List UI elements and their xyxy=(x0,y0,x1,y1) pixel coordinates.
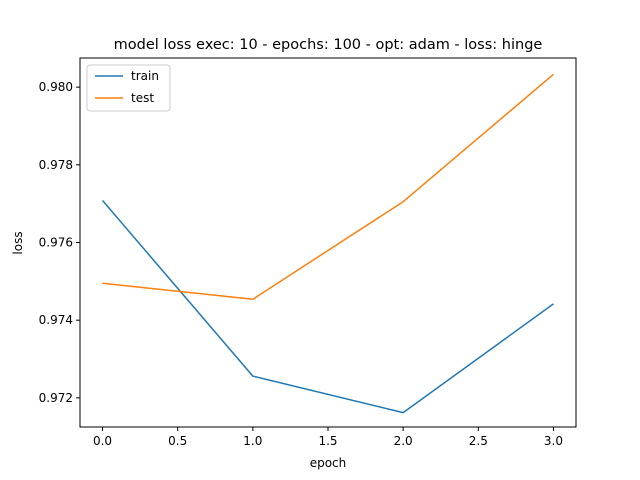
legend: train test xyxy=(86,64,171,112)
x-tick-label: 1.0 xyxy=(243,434,262,448)
y-tick-label: 0.972 xyxy=(39,391,73,405)
x-tick-label: 1.5 xyxy=(318,434,337,448)
chart-title: model loss exec: 10 - epochs: 100 - opt:… xyxy=(114,37,543,53)
legend-label-train: train xyxy=(131,69,159,83)
x-tick-label: 2.5 xyxy=(469,434,488,448)
series-line-test xyxy=(102,73,554,300)
x-tick-label: 0.5 xyxy=(168,434,187,448)
plot-frame xyxy=(79,57,577,428)
x-tick-label: 3.0 xyxy=(544,434,563,448)
y-tick-label: 0.974 xyxy=(39,313,73,327)
x-axis-label: epoch xyxy=(310,456,347,470)
y-tick-label: 0.980 xyxy=(39,80,73,94)
legend-label-test: test xyxy=(131,91,154,105)
y-tick-label: 0.978 xyxy=(39,158,73,172)
y-tick-label: 0.976 xyxy=(39,236,73,250)
series-lines xyxy=(101,73,554,414)
y-axis-label: loss xyxy=(11,231,25,254)
series-line-train xyxy=(101,200,554,414)
x-tick-label: 0.0 xyxy=(93,434,112,448)
x-tick-label: 2.0 xyxy=(394,434,413,448)
ticks-layer: 0.0 0.5 1.0 1.5 2.0 2.5 3.0 0.972 0.974 0.976 0.97… xyxy=(39,80,563,448)
